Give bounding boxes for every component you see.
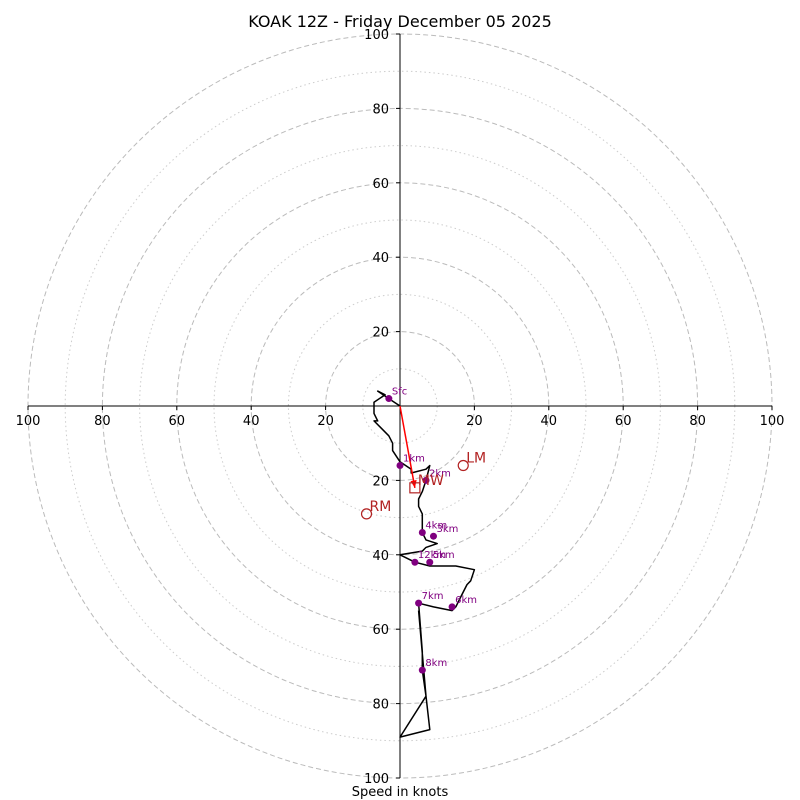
storm-motion-label-RM: RM: [370, 499, 392, 515]
x-tick-label: 100: [760, 414, 785, 429]
x-tick-label: 40: [243, 414, 260, 429]
height-label-6km: 6km: [455, 595, 477, 606]
storm-motion-marker-MW: [409, 482, 421, 494]
height-point-1km: [396, 462, 404, 470]
height-point-2km: [422, 476, 430, 484]
mean-wind-arrow-head: [410, 480, 417, 488]
shear-vector: [399, 405, 417, 488]
height-point-Sfc: [385, 395, 393, 403]
x-tick-label: 80: [94, 414, 111, 429]
height-point-4km: [418, 528, 426, 536]
height-point-7km: [415, 599, 423, 607]
height-label-1km: 1km: [403, 454, 425, 465]
storm-motion-label-MW: MW: [418, 473, 444, 489]
x-tick-label: 20: [317, 414, 334, 429]
height-label-2km: 2km: [429, 468, 451, 479]
height-point-5km: [426, 558, 434, 566]
height-point-12km: [411, 558, 419, 566]
hodograph-trace: [373, 390, 476, 738]
hodograph-line: [373, 390, 476, 738]
height-label-3km: 3km: [436, 524, 458, 535]
x-axis-label: Speed in knots: [352, 785, 449, 800]
x-tick-label: 100: [16, 414, 41, 429]
y-tick-label: 100: [364, 28, 389, 43]
height-label-4km: 4km: [425, 520, 447, 531]
chart-title: KOAK 12Z - Friday December 05 2025: [248, 12, 552, 31]
tick-labels: 100 80 60 40 20 20 40 60 80 100 100 80 60 40 20 20 40 60 8…: [16, 28, 785, 787]
y-tick-label: 20: [372, 326, 389, 341]
y-tick-label: 40: [372, 251, 389, 266]
height-label-8km: 8km: [425, 658, 447, 669]
height-point-8km: [418, 666, 426, 674]
x-tick-label: 40: [541, 414, 558, 429]
y-tick-label: 40: [372, 549, 389, 564]
height-label-7km: 7km: [422, 591, 444, 602]
y-tick-label: 80: [372, 102, 389, 117]
y-tick-label: 20: [372, 474, 389, 489]
storm-motion-label-LM: LM: [466, 451, 486, 467]
height-label-12km: 12km: [418, 550, 446, 561]
y-tick-label: 60: [372, 623, 389, 638]
y-tick-label: 80: [372, 698, 389, 713]
height-point-3km: [429, 532, 437, 540]
height-point-6km: [448, 603, 456, 611]
x-tick-label: 20: [466, 414, 483, 429]
y-tick-label: 100: [364, 772, 389, 787]
storm-motion-markers: LM RM MW: [360, 451, 486, 520]
storm-motion-marker-RM: [360, 508, 373, 520]
height-label-Sfc: Sfc: [392, 387, 407, 398]
x-tick-label: 80: [689, 414, 706, 429]
mean-wind-arrow-shaft: [399, 405, 416, 488]
x-tick-label: 60: [169, 414, 186, 429]
x-tick-label: 60: [615, 414, 632, 429]
y-tick-label: 60: [372, 177, 389, 192]
height-label-5km: 5km: [433, 550, 455, 561]
storm-motion-marker-LM: [457, 459, 469, 472]
